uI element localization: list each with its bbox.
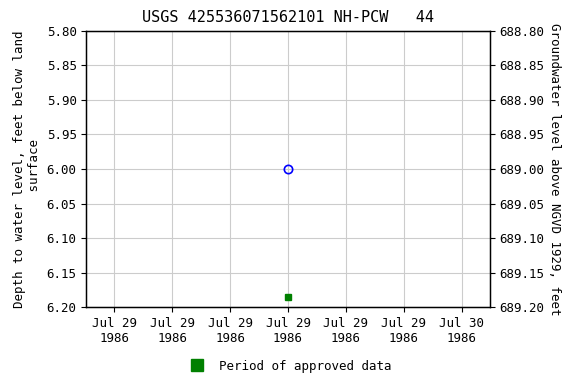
Y-axis label: Groundwater level above NGVD 1929, feet: Groundwater level above NGVD 1929, feet [548, 23, 561, 315]
Title: USGS 425536071562101 NH-PCW   44: USGS 425536071562101 NH-PCW 44 [142, 10, 434, 25]
Y-axis label: Depth to water level, feet below land
 surface: Depth to water level, feet below land su… [13, 30, 41, 308]
Legend: Period of approved data: Period of approved data [179, 355, 397, 378]
